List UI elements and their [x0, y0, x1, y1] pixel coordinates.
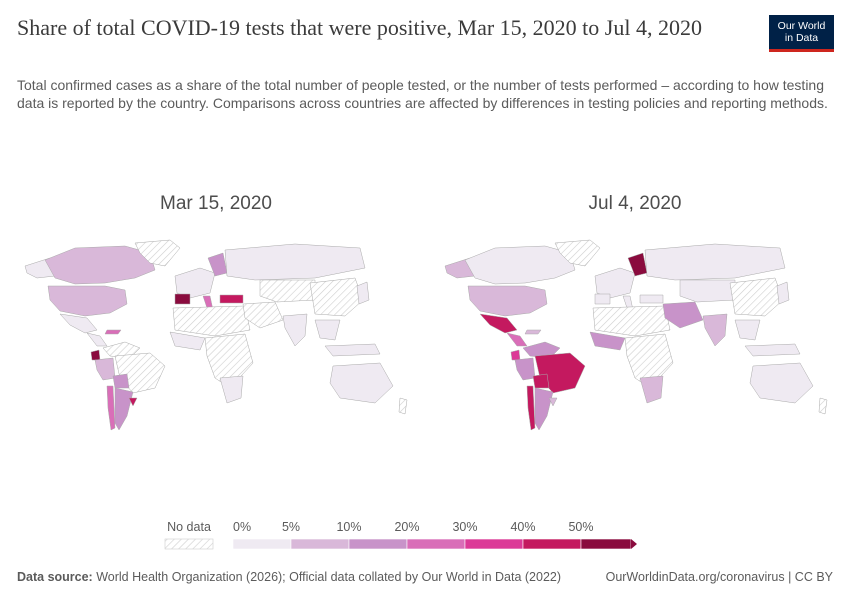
- region-greenland: [134, 239, 181, 267]
- legend-bin-1: [290, 538, 350, 550]
- legend-arrow: [631, 539, 637, 549]
- logo-line-2: in Data: [784, 32, 819, 44]
- region-japan-korea: [356, 281, 370, 305]
- region-southern-africa: [639, 375, 664, 404]
- region-uruguay: [548, 397, 558, 407]
- region-canada: [44, 245, 156, 285]
- region-caribbean: [104, 329, 122, 335]
- region-peru: [514, 357, 536, 381]
- legend-tick-3: 20%: [394, 520, 419, 534]
- panel-title-jul-4: Jul 4, 2020: [588, 193, 682, 214]
- region-russia: [644, 243, 786, 281]
- legend-tick-0: 0%: [233, 520, 251, 534]
- legend-bin-0: [232, 538, 292, 550]
- region-north-africa: [592, 305, 671, 337]
- region-caribbean: [524, 329, 542, 335]
- legend-tick-5: 40%: [510, 520, 535, 534]
- legend-bin-4: [464, 538, 524, 550]
- legend-tick-6: 50%: [568, 520, 593, 534]
- source-label: Data source:: [17, 570, 93, 584]
- region-turkey: [639, 294, 664, 304]
- region-mexico: [59, 313, 98, 334]
- region-new-zealand: [818, 397, 828, 415]
- region-new-zealand: [398, 397, 408, 415]
- region-india: [282, 313, 308, 347]
- world-map-mar-15: [24, 239, 408, 431]
- region-central-asia: [259, 279, 316, 303]
- region-central-asia: [679, 279, 736, 303]
- region-colombia-venezuela: [522, 341, 561, 359]
- legend-bin-5: [522, 538, 582, 550]
- region-west-africa: [169, 331, 206, 351]
- region-ecuador: [90, 349, 101, 361]
- region-southeast-asia: [314, 319, 341, 341]
- legend-tick-1: 5%: [282, 520, 300, 534]
- legend-no-data-swatch: [164, 538, 214, 550]
- region-middle-east: [662, 301, 704, 329]
- region-west-africa: [589, 331, 626, 351]
- owid-logo[interactable]: Our World in Data: [769, 15, 834, 52]
- legend-bin-3: [406, 538, 466, 550]
- region-uruguay: [128, 397, 138, 407]
- data-source: Data source: World Health Organization (…: [17, 570, 561, 584]
- logo-line-1: Our World: [777, 20, 826, 32]
- region-iberia: [594, 293, 611, 305]
- chart-subtitle: Total confirmed cases as a share of the …: [17, 77, 828, 111]
- region-southeast-asia: [734, 319, 761, 341]
- region-indonesia: [324, 343, 381, 357]
- legend-bin-6: [580, 538, 632, 550]
- region-chile: [526, 385, 536, 431]
- region-argentina: [534, 387, 554, 431]
- region-indonesia: [744, 343, 801, 357]
- region-europe-west: [174, 267, 216, 299]
- region-ecuador: [510, 349, 521, 361]
- legend-ticks: 0% 5% 10% 20% 30% 40% 50%: [233, 520, 594, 534]
- region-southern-africa: [219, 375, 244, 404]
- region-chile: [106, 385, 116, 431]
- region-china: [729, 277, 784, 317]
- region-central-america: [86, 332, 108, 347]
- region-peru: [94, 357, 116, 381]
- region-europe-west: [594, 267, 636, 299]
- region-middle-east: [242, 301, 284, 329]
- legend-tick-4: 30%: [452, 520, 477, 534]
- region-canada: [464, 245, 576, 285]
- chart-title: Share of total COVID-19 tests that were …: [17, 15, 702, 40]
- region-china: [309, 277, 364, 317]
- source-text: World Health Organization (2026); Offici…: [92, 570, 562, 584]
- region-bolivia: [112, 373, 130, 389]
- region-central-america: [506, 332, 528, 347]
- region-argentina: [114, 387, 134, 431]
- region-australia: [329, 362, 394, 404]
- region-russia: [224, 243, 366, 281]
- region-usa: [47, 285, 128, 317]
- region-mexico: [479, 313, 518, 334]
- legend-no-data-label: No data: [167, 520, 211, 534]
- region-india: [702, 313, 728, 347]
- legend-bins: [232, 538, 632, 550]
- panel-title-mar-15: Mar 15, 2020: [160, 193, 272, 214]
- region-iberia: [174, 293, 191, 305]
- world-map-jul-4: [444, 239, 828, 431]
- region-usa: [467, 285, 548, 317]
- legend-tick-2: 10%: [336, 520, 361, 534]
- color-legend: No data 0% 5% 10% 20% 30% 40% 50%: [164, 520, 637, 550]
- region-colombia-venezuela: [102, 341, 141, 359]
- region-bolivia: [532, 373, 550, 389]
- region-greenland: [554, 239, 601, 267]
- region-turkey: [219, 294, 244, 304]
- legend-bin-2: [348, 538, 408, 550]
- region-north-africa: [172, 305, 251, 337]
- region-japan-korea: [776, 281, 790, 305]
- url-license-link[interactable]: OurWorldinData.org/coronavirus | CC BY: [605, 570, 833, 584]
- region-australia: [749, 362, 814, 404]
